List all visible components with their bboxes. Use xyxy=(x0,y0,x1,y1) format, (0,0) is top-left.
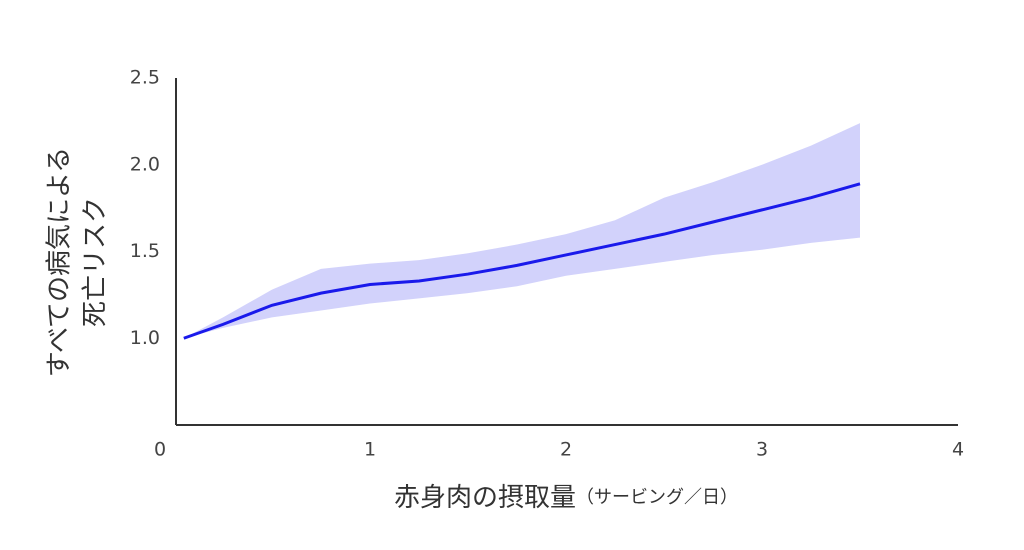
y-axis-label: 死亡リスク xyxy=(81,197,111,327)
y-axis-label: すべての病気による xyxy=(45,147,75,377)
line xyxy=(183,182,861,340)
x-tick-label: 0 xyxy=(154,439,166,461)
y-tick-label: 2.0 xyxy=(130,153,160,175)
x-tick-label: 2 xyxy=(560,439,572,461)
y-tick-label: 1.0 xyxy=(130,327,160,349)
x-axis-label-note: （サービング／日） xyxy=(576,487,738,508)
x-tick-label: 4 xyxy=(952,439,964,461)
confidence-band xyxy=(183,123,861,339)
y-tick-label: 1.5 xyxy=(130,240,160,262)
y-tick-label: 2.5 xyxy=(130,67,160,89)
x-axis-label: 赤身肉の摂取量（サービング／日） xyxy=(394,483,738,513)
x-tick-label: 1 xyxy=(364,439,376,461)
x-tick-label: 3 xyxy=(756,439,768,461)
x-axis-label-main: 赤身肉の摂取量 xyxy=(394,483,576,513)
